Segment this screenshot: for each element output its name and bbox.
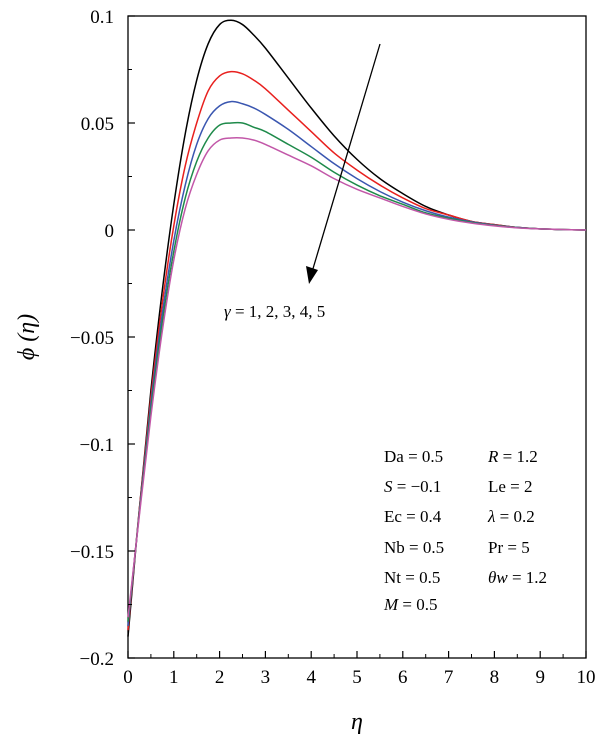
y-tick-label: −0.1 xyxy=(80,435,114,456)
trend-arrow-label: γ = 1, 2, 3, 4, 5 xyxy=(224,302,325,321)
param-pr: Pr = 5 xyxy=(488,538,530,557)
x-axis-title: η xyxy=(351,709,363,735)
y-axis: 0.1 0.05 0 −0.05 −0.1 −0.15 −0.2 xyxy=(70,7,135,670)
y-tick-label: 0.05 xyxy=(81,114,114,135)
y-axis-title: ϕ (η) xyxy=(14,314,40,360)
plot-area xyxy=(127,15,587,659)
param-r: R = 1.2 xyxy=(487,447,538,466)
param-lambda: λ = 0.2 xyxy=(487,507,535,526)
x-axis: 0 1 2 3 4 5 6 7 8 9 10 xyxy=(123,651,596,688)
y-tick-label: 0.1 xyxy=(90,7,114,28)
series-layer xyxy=(127,19,587,637)
param-ec: Ec = 0.4 xyxy=(384,507,442,526)
param-thetaw: θw = 1.2 xyxy=(488,568,547,587)
x-tick-label: 5 xyxy=(352,667,362,688)
y-tick-label: −0.05 xyxy=(70,328,114,349)
x-tick-label: 10 xyxy=(577,667,596,688)
y-tick-label: 0 xyxy=(105,221,115,242)
param-nb: Nb = 0.5 xyxy=(384,538,444,557)
y-tick-label: −0.15 xyxy=(70,542,114,563)
x-tick-label: 9 xyxy=(535,667,545,688)
parameter-annotations: Da = 0.5 R = 1.2 S = −0.1 Le = 2 Ec = 0.… xyxy=(383,447,547,614)
x-tick-label: 3 xyxy=(261,667,271,688)
x-tick-label: 2 xyxy=(215,667,225,688)
x-tick-label: 8 xyxy=(490,667,500,688)
x-tick-label: 4 xyxy=(306,667,316,688)
trend-arrow-head xyxy=(306,266,318,284)
param-le: Le = 2 xyxy=(488,477,533,496)
y-tick-label: −0.2 xyxy=(80,649,114,670)
param-s: S = −0.1 xyxy=(384,477,441,496)
trend-arrow-line xyxy=(311,43,381,273)
x-tick-label: 1 xyxy=(169,667,179,688)
param-nt: Nt = 0.5 xyxy=(384,568,440,587)
param-da: Da = 0.5 xyxy=(384,447,443,466)
series-line-5 xyxy=(127,136,587,618)
x-tick-label: 6 xyxy=(398,667,408,688)
param-m: M = 0.5 xyxy=(383,595,438,614)
x-tick-label: 7 xyxy=(444,667,454,688)
x-tick-label: 0 xyxy=(123,667,133,688)
